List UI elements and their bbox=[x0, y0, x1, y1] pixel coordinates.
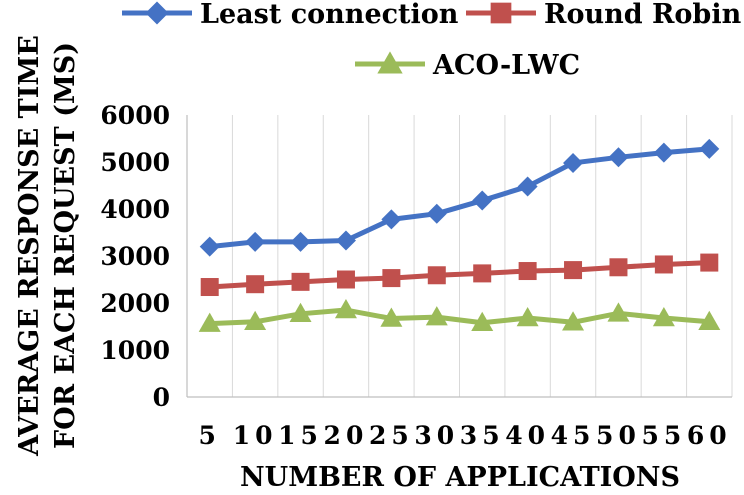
data-point-marker bbox=[700, 253, 719, 272]
data-point-marker bbox=[473, 264, 492, 283]
x-axis-title: NUMBER OF APPLICATIONS bbox=[240, 462, 680, 491]
y-axis-title-line-1: AVERAGE RESPONSE TIME bbox=[14, 35, 45, 457]
y-tick-label: 4000 bbox=[100, 195, 170, 224]
data-point-marker bbox=[246, 275, 265, 294]
x-tick-label: 35 bbox=[460, 421, 505, 450]
data-point-marker bbox=[377, 51, 403, 74]
data-point-marker bbox=[426, 203, 447, 224]
data-point-marker bbox=[653, 142, 674, 163]
data-point-marker bbox=[244, 310, 267, 331]
x-tick-label: 55 bbox=[641, 421, 686, 450]
data-point-marker bbox=[245, 231, 266, 252]
data-point-marker bbox=[291, 272, 310, 291]
data-point-marker bbox=[472, 190, 493, 211]
series-line bbox=[209, 307, 710, 327]
series-round-robin bbox=[200, 253, 719, 297]
data-point-marker bbox=[427, 266, 446, 285]
y-tick-label: 0 bbox=[153, 383, 170, 412]
data-point-marker bbox=[654, 255, 673, 274]
legend-item: Round Robin bbox=[466, 0, 742, 30]
y-axis-title-line-2: FOR EACH REQUEST (MS) bbox=[50, 42, 81, 449]
data-point-marker bbox=[518, 262, 537, 281]
data-point-marker bbox=[517, 176, 538, 197]
series-aco-lwc bbox=[198, 299, 721, 332]
x-tick-label: 60 bbox=[687, 421, 732, 450]
data-point-marker bbox=[564, 261, 583, 280]
x-tick-label: 15 bbox=[278, 421, 323, 450]
data-point-marker bbox=[563, 152, 584, 173]
y-tick-label: 2000 bbox=[100, 289, 170, 318]
y-tick-label: 5000 bbox=[100, 148, 170, 177]
y-axis-ticks: 0 1000 2000 3000 4000 5000 6000 bbox=[100, 101, 170, 412]
data-point-marker bbox=[562, 311, 585, 331]
data-point-marker bbox=[699, 138, 720, 159]
x-tick-label: 30 bbox=[414, 421, 459, 450]
legend: Least connection Round Robin ACO-LWC bbox=[122, 0, 742, 81]
legend-label: Least connection bbox=[200, 0, 459, 30]
legend-label: ACO-LWC bbox=[432, 50, 580, 81]
data-point-marker bbox=[334, 299, 357, 319]
series-least-connection bbox=[199, 138, 720, 257]
x-tick-label: 10 bbox=[233, 421, 278, 450]
data-point-marker bbox=[145, 1, 169, 25]
data-point-marker bbox=[607, 302, 630, 322]
y-axis-title: AVERAGE RESPONSE TIME FOR EACH REQUEST (… bbox=[14, 35, 81, 457]
series-layer bbox=[198, 138, 721, 332]
grid-lines bbox=[186, 115, 733, 398]
x-tick-label: 25 bbox=[369, 421, 414, 450]
x-tick-label: 40 bbox=[505, 421, 550, 450]
x-axis-ticks: 5 10 15 20 25 30 35 40 45 50 55 60 bbox=[199, 421, 732, 450]
y-tick-label: 1000 bbox=[100, 336, 170, 365]
data-point-marker bbox=[698, 310, 721, 331]
data-point-marker bbox=[289, 302, 312, 323]
legend-item: ACO-LWC bbox=[355, 50, 580, 81]
legend-label: Round Robin bbox=[544, 0, 742, 30]
data-point-marker bbox=[471, 311, 494, 331]
data-point-marker bbox=[380, 307, 403, 327]
x-tick-label: 20 bbox=[324, 421, 369, 450]
data-point-marker bbox=[336, 270, 355, 289]
legend-item: Least connection bbox=[122, 0, 459, 30]
data-point-marker bbox=[516, 307, 539, 327]
x-tick-label: 5 bbox=[199, 421, 221, 450]
data-point-marker bbox=[335, 230, 356, 251]
data-point-marker bbox=[381, 209, 402, 230]
data-point-marker bbox=[652, 307, 675, 327]
data-point-marker bbox=[198, 312, 221, 332]
data-point-marker bbox=[382, 269, 401, 288]
data-point-marker bbox=[608, 147, 629, 168]
data-point-marker bbox=[200, 278, 219, 297]
data-point-marker bbox=[290, 231, 311, 252]
x-tick-label: 50 bbox=[596, 421, 641, 450]
data-point-marker bbox=[425, 306, 448, 326]
y-tick-label: 3000 bbox=[100, 242, 170, 271]
x-tick-label: 45 bbox=[551, 421, 596, 450]
data-point-marker bbox=[609, 258, 628, 277]
data-point-marker bbox=[490, 2, 512, 24]
data-point-marker bbox=[199, 236, 220, 257]
y-tick-label: 6000 bbox=[100, 101, 170, 130]
